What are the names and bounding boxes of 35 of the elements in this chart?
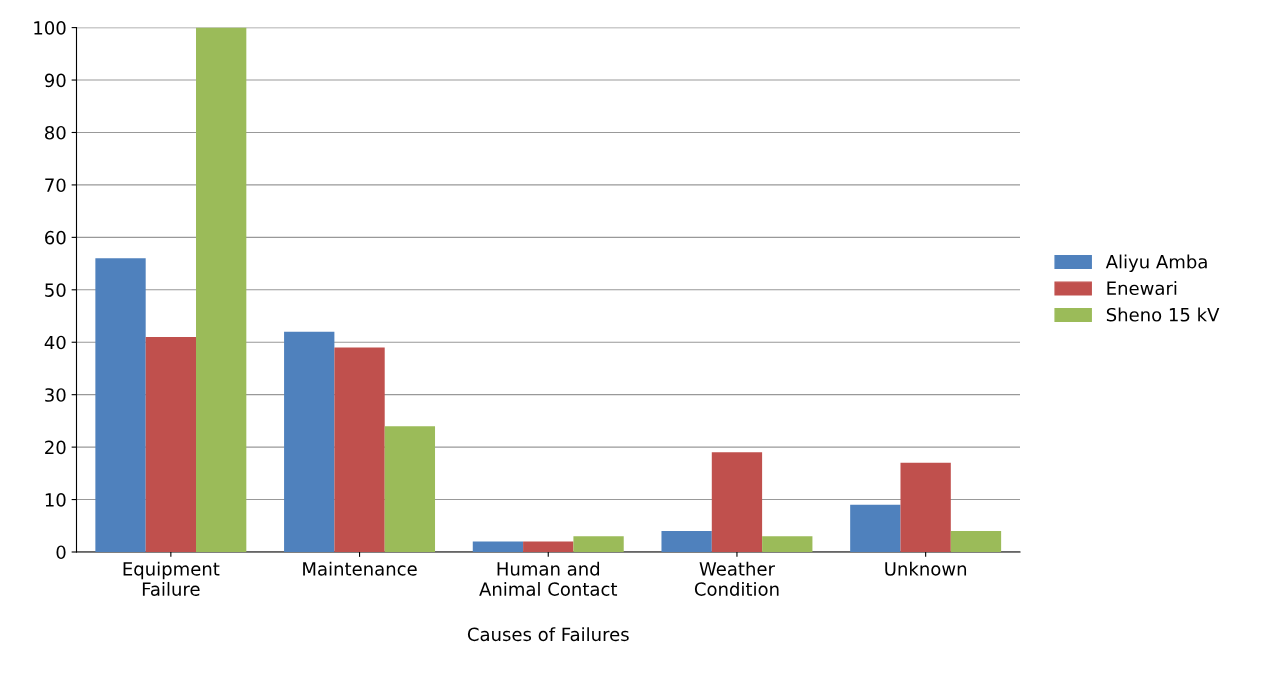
bar (472, 541, 524, 552)
y-tick-label: 40 (44, 335, 66, 350)
y-tick-label: 90 (44, 73, 66, 88)
bar (284, 331, 335, 552)
x-tick-label: Equipment Failure (123, 561, 220, 596)
x-tick-label: Human and Animal Contact (479, 561, 618, 596)
bar (661, 531, 712, 552)
y-tick-label: 20 (45, 440, 66, 455)
bar (523, 541, 574, 552)
y-tick-label: 10 (45, 493, 66, 507)
legend-label: Aliyu Amba (1105, 254, 1207, 273)
bar (334, 347, 385, 552)
bar (145, 337, 197, 552)
x-tick-label: Unknown (885, 561, 967, 576)
x-tick-label: Maintenance (303, 561, 417, 576)
bar (950, 531, 1002, 552)
bar (711, 452, 763, 552)
y-tick-label: 80 (45, 125, 66, 140)
x-tick-label: Weather Condition (694, 561, 779, 596)
legend-label: Enewari (1107, 281, 1177, 296)
y-tick-label: 0 (56, 545, 66, 560)
bar (762, 536, 813, 552)
x-axis-title: Causes of Failures (467, 627, 629, 642)
y-tick-label: 50 (45, 283, 66, 297)
bar (95, 258, 146, 552)
bar (573, 536, 624, 552)
legend-label: Sheno 15 kV (1106, 307, 1220, 322)
bar (900, 462, 951, 552)
bar (196, 27, 247, 552)
y-tick-label: 60 (45, 230, 66, 245)
y-tick-label: 70 (45, 178, 66, 193)
y-tick-label: 30 (45, 388, 66, 402)
bar (384, 426, 436, 552)
y-tick-label: 100 (34, 21, 66, 35)
bar (850, 504, 901, 552)
